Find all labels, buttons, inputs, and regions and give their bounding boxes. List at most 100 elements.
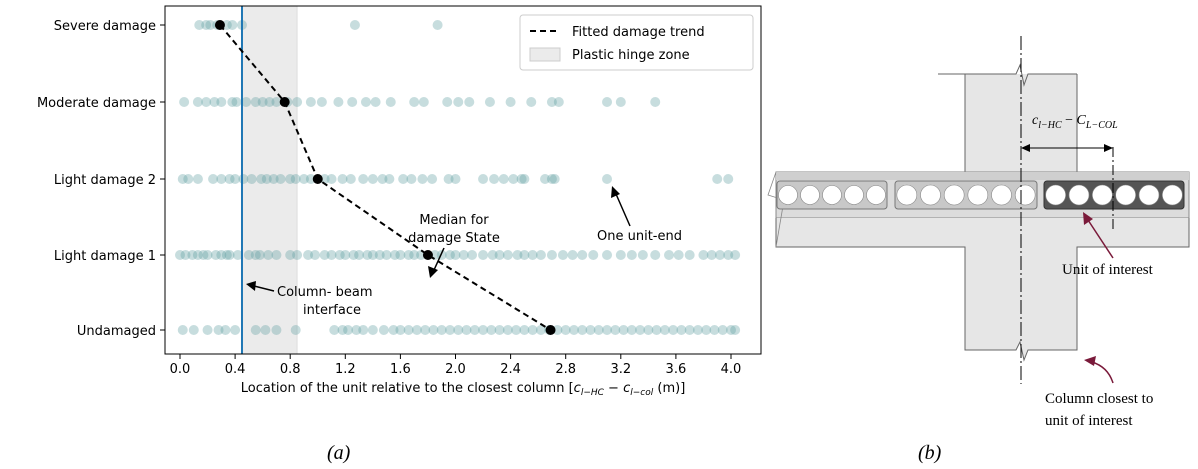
unit-arrow bbox=[1087, 219, 1114, 259]
unit-end-point bbox=[643, 325, 654, 335]
unit-end-point bbox=[712, 174, 723, 184]
unit-end-point bbox=[183, 174, 194, 184]
unit-end-point bbox=[367, 325, 378, 335]
unit-end-point bbox=[271, 97, 282, 107]
x-axis: 0.0 0.4 0.8 1.2 1.6 2.0 2.4 2.8 3.2 3.6 4.0 bbox=[170, 354, 741, 377]
unit-end-point bbox=[395, 250, 406, 260]
unit-end-point bbox=[526, 97, 537, 107]
unit-end-point bbox=[389, 250, 400, 260]
unit-end-point bbox=[257, 97, 268, 107]
unit-end-point bbox=[198, 250, 209, 260]
unit-end-point bbox=[527, 325, 538, 335]
unit-end-point bbox=[337, 174, 348, 184]
annotation-median-arrow bbox=[433, 247, 445, 271]
unit-end-point bbox=[478, 250, 489, 260]
unit-end-point bbox=[602, 174, 613, 184]
annotation-interface-line2: interface bbox=[303, 303, 361, 318]
unit-end-point bbox=[216, 97, 227, 107]
unit-end-point bbox=[593, 325, 604, 335]
unit-end-point bbox=[723, 174, 734, 184]
hollow-core-void bbox=[1014, 184, 1036, 206]
annotation-interface-line1: Column- beam bbox=[277, 285, 373, 300]
unit-end-point bbox=[275, 174, 286, 184]
unit-end-point bbox=[469, 325, 480, 335]
unit-end-point bbox=[698, 250, 709, 260]
unit-end-point bbox=[202, 250, 213, 260]
unit-end-point bbox=[329, 325, 340, 335]
unit-end-point bbox=[334, 250, 345, 260]
unit-end-point bbox=[261, 174, 272, 184]
unit-end-point bbox=[230, 325, 241, 335]
unit-end-point bbox=[436, 325, 447, 335]
unit-end-point bbox=[403, 325, 414, 335]
unit-end-point bbox=[370, 97, 381, 107]
x-tick-label: 1.6 bbox=[390, 362, 411, 377]
unit-end-point bbox=[602, 250, 613, 260]
unit-end-point bbox=[444, 250, 455, 260]
unit-end-point bbox=[511, 325, 522, 335]
unit-end-point bbox=[260, 325, 271, 335]
unit-end-point bbox=[227, 97, 238, 107]
unit-end-point bbox=[464, 97, 475, 107]
unit-end-point bbox=[450, 174, 461, 184]
unit-end-point bbox=[254, 250, 265, 260]
column-arrowhead bbox=[1084, 356, 1096, 366]
unit-end-point bbox=[264, 97, 275, 107]
unit-end-point bbox=[403, 250, 414, 260]
unit-end-point bbox=[546, 97, 557, 107]
y-tick-label: Undamaged bbox=[77, 324, 156, 339]
unit-end-point bbox=[626, 325, 637, 335]
y-axis: Undamaged Light damage 1 Light damage 2 Mod… bbox=[37, 19, 165, 339]
unit-end-point bbox=[246, 174, 257, 184]
annotation-interface-arrow bbox=[253, 285, 275, 292]
unit-end-point bbox=[478, 325, 489, 335]
unit-end-point bbox=[714, 250, 725, 260]
unit-end-point bbox=[305, 97, 316, 107]
unit-end-point bbox=[610, 325, 621, 335]
unit-end-point bbox=[723, 250, 734, 260]
unit-end-point bbox=[549, 174, 560, 184]
unit-end-point bbox=[292, 97, 303, 107]
hollow-core-void bbox=[844, 185, 864, 205]
unit-end-point bbox=[205, 20, 216, 30]
unit-end-point bbox=[659, 325, 670, 335]
unit-end-point bbox=[395, 325, 406, 335]
unit-end-point bbox=[241, 97, 252, 107]
x-tick-label: 3.6 bbox=[666, 362, 687, 377]
unit-end-point bbox=[188, 325, 199, 335]
unit-end-point bbox=[271, 325, 282, 335]
unit-end-point bbox=[388, 325, 399, 335]
unit-end-point bbox=[232, 250, 243, 260]
y-tick-label: Light damage 1 bbox=[54, 249, 156, 264]
unit-end-point bbox=[358, 174, 369, 184]
unit-end-point bbox=[263, 250, 274, 260]
unit-end-point bbox=[552, 325, 563, 335]
median-point bbox=[214, 20, 225, 30]
unit-end-point bbox=[216, 174, 227, 184]
unit-end-point bbox=[602, 325, 613, 335]
unit-end-point bbox=[337, 325, 348, 335]
unit-end-point bbox=[486, 325, 497, 335]
dimension-label: cl−HC − CL−COL bbox=[1032, 113, 1118, 131]
dimension-arrowhead-left bbox=[1021, 144, 1030, 152]
unit-end-point bbox=[453, 97, 464, 107]
unit-end-point bbox=[378, 325, 389, 335]
hollow-core-void bbox=[1115, 184, 1136, 206]
unit-end-point bbox=[250, 250, 261, 260]
unit-end-points bbox=[175, 20, 741, 335]
unit-end-point bbox=[420, 325, 431, 335]
annotation-median-line2: damage State bbox=[408, 231, 500, 246]
unit-arrowhead bbox=[1083, 212, 1093, 225]
unit-end-point bbox=[443, 174, 454, 184]
annotation-unit-end-text: One unit-end bbox=[597, 229, 682, 244]
unit-end-point bbox=[701, 325, 712, 335]
unit-end-point bbox=[692, 325, 703, 335]
unit-end-point bbox=[684, 325, 695, 335]
dimension-arrowhead-right bbox=[1104, 144, 1113, 152]
x-tick-label: 2.8 bbox=[555, 362, 576, 377]
unit-end-point bbox=[458, 250, 469, 260]
unit-end-point bbox=[635, 325, 646, 335]
hollow-core-void bbox=[1162, 184, 1183, 206]
unit-end-point bbox=[384, 174, 395, 184]
unit-end-point bbox=[553, 97, 564, 107]
